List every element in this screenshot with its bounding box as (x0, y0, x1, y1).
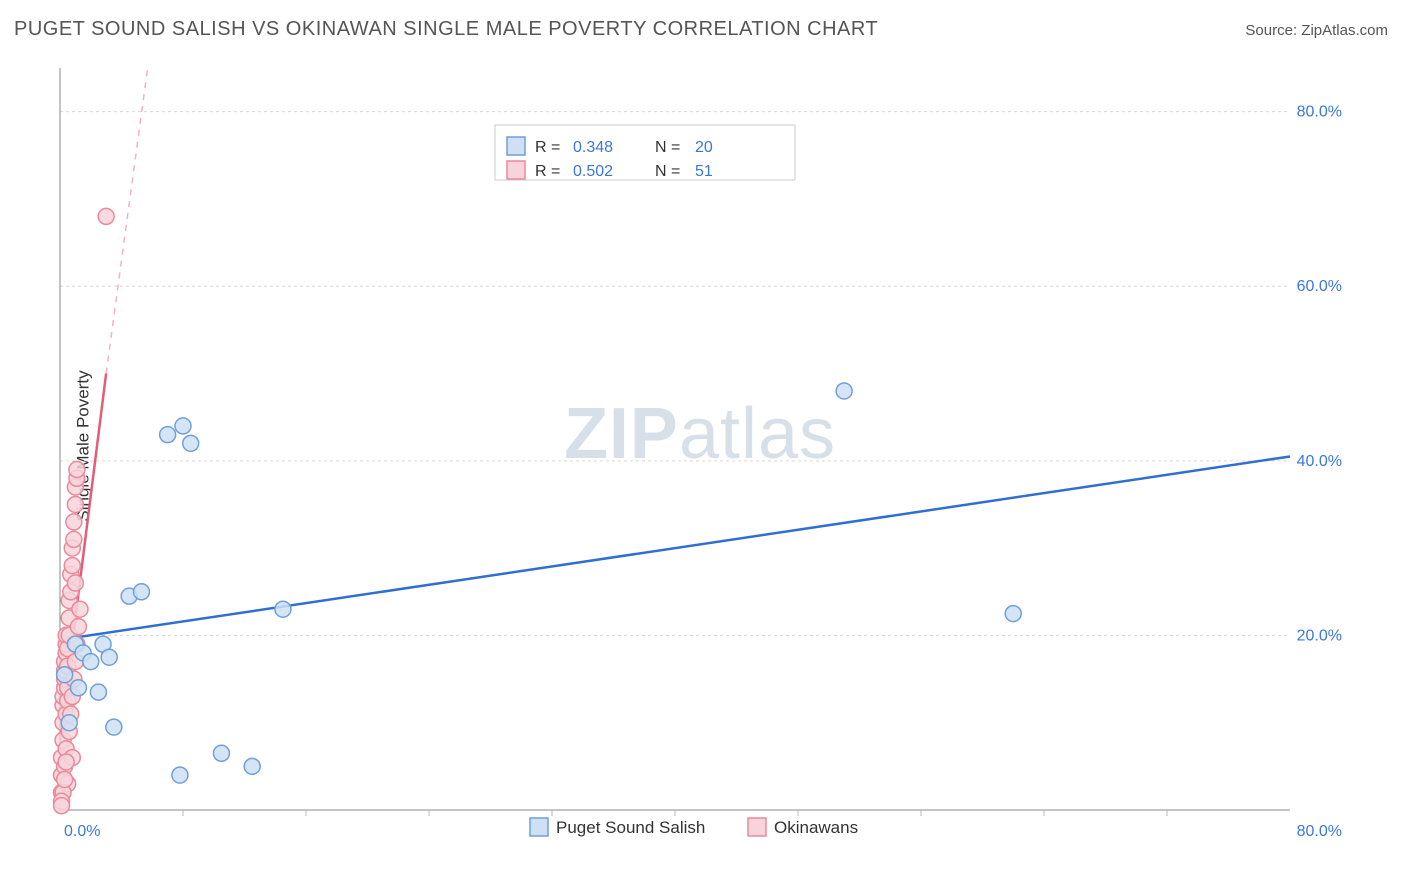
svg-text:0.502: 0.502 (573, 163, 613, 180)
series-legend-label: Okinawans (774, 818, 858, 837)
source-link[interactable]: ZipAtlas.com (1301, 22, 1388, 39)
svg-text:N =: N = (655, 139, 680, 156)
x-axis-max-label: 80.0% (1297, 823, 1342, 840)
y-tick-label: 20.0% (1297, 627, 1342, 644)
x-axis-min-label: 0.0% (64, 823, 100, 840)
series-legend-label: Puget Sound Salish (556, 818, 705, 837)
source-attribution: Source: ZipAtlas.com (1245, 22, 1388, 39)
scatter-plot: 20.0% 40.0% 60.0% 80.0% 0.0% 80.0% R = 0.348 N =… (50, 60, 1350, 840)
y-tick-label: 80.0% (1297, 104, 1342, 121)
svg-text:0.348: 0.348 (573, 139, 613, 156)
correlation-legend: R = 0.348 N = 20 R = 0.502 N = 51 (495, 125, 795, 180)
svg-text:20: 20 (695, 139, 713, 156)
svg-text:R =: R = (535, 163, 560, 180)
source-prefix: Source: (1245, 22, 1301, 39)
y-tick-label: 40.0% (1297, 453, 1342, 470)
svg-text:N =: N = (655, 163, 680, 180)
chart-title: PUGET SOUND SALISH VS OKINAWAN SINGLE MA… (14, 18, 878, 41)
chart-svg: 20.0% 40.0% 60.0% 80.0% 0.0% 80.0% R = 0.348 N =… (50, 60, 1350, 840)
svg-text:R =: R = (535, 139, 560, 156)
svg-text:51: 51 (695, 163, 713, 180)
y-tick-label: 60.0% (1297, 278, 1342, 295)
